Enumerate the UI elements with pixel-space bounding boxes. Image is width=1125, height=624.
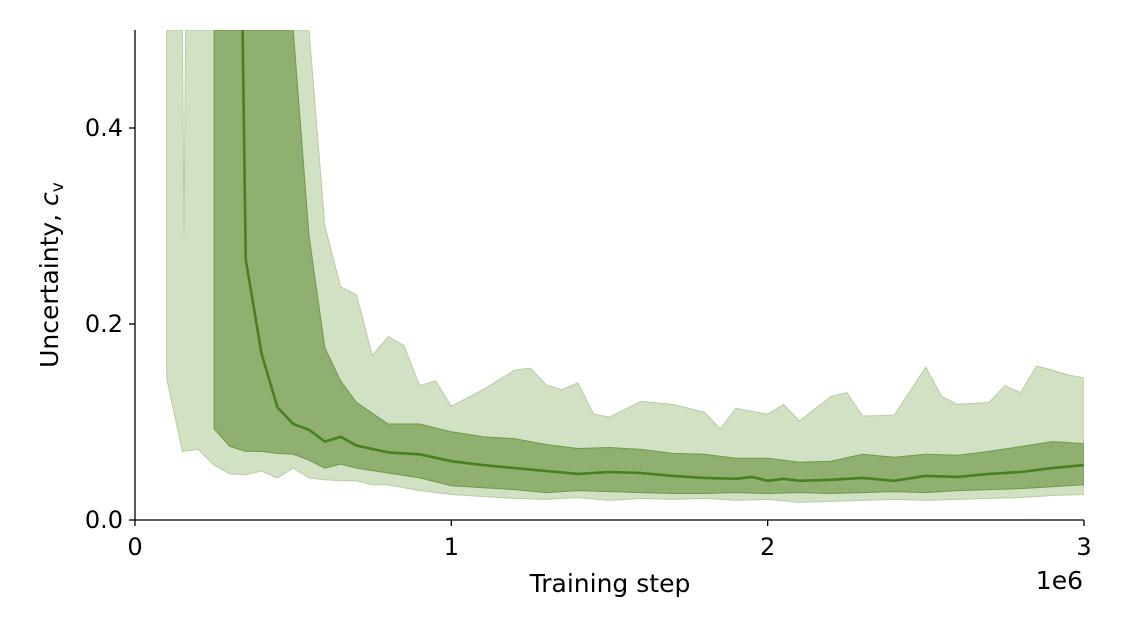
ticks: 0 1 2 3 0.0 0.2 0.4 <box>85 114 1092 561</box>
axes <box>134 30 1084 521</box>
outer-band <box>166 30 1084 503</box>
y-axis-title-subscript: v <box>48 182 68 192</box>
plot-area <box>166 30 1084 503</box>
y-axis-title-symbol: c <box>35 192 64 206</box>
x-axis-title: Training step <box>529 569 691 598</box>
x-offset-text: 1e6 <box>1036 566 1083 595</box>
inner-band <box>213 30 1084 495</box>
x-tick-label: 0 <box>127 533 142 561</box>
y-axis-title-text: Uncertainty, <box>35 206 64 368</box>
y-axis-title: Uncertainty, cv <box>35 182 68 368</box>
y-tick-label: 0.0 <box>85 506 123 534</box>
y-tick-label: 0.4 <box>85 114 123 142</box>
x-tick-label: 3 <box>1076 533 1091 561</box>
x-tick-label: 1 <box>444 533 459 561</box>
x-tick-label: 2 <box>760 533 775 561</box>
median-line <box>241 30 1084 483</box>
y-tick-label: 0.2 <box>85 310 123 338</box>
